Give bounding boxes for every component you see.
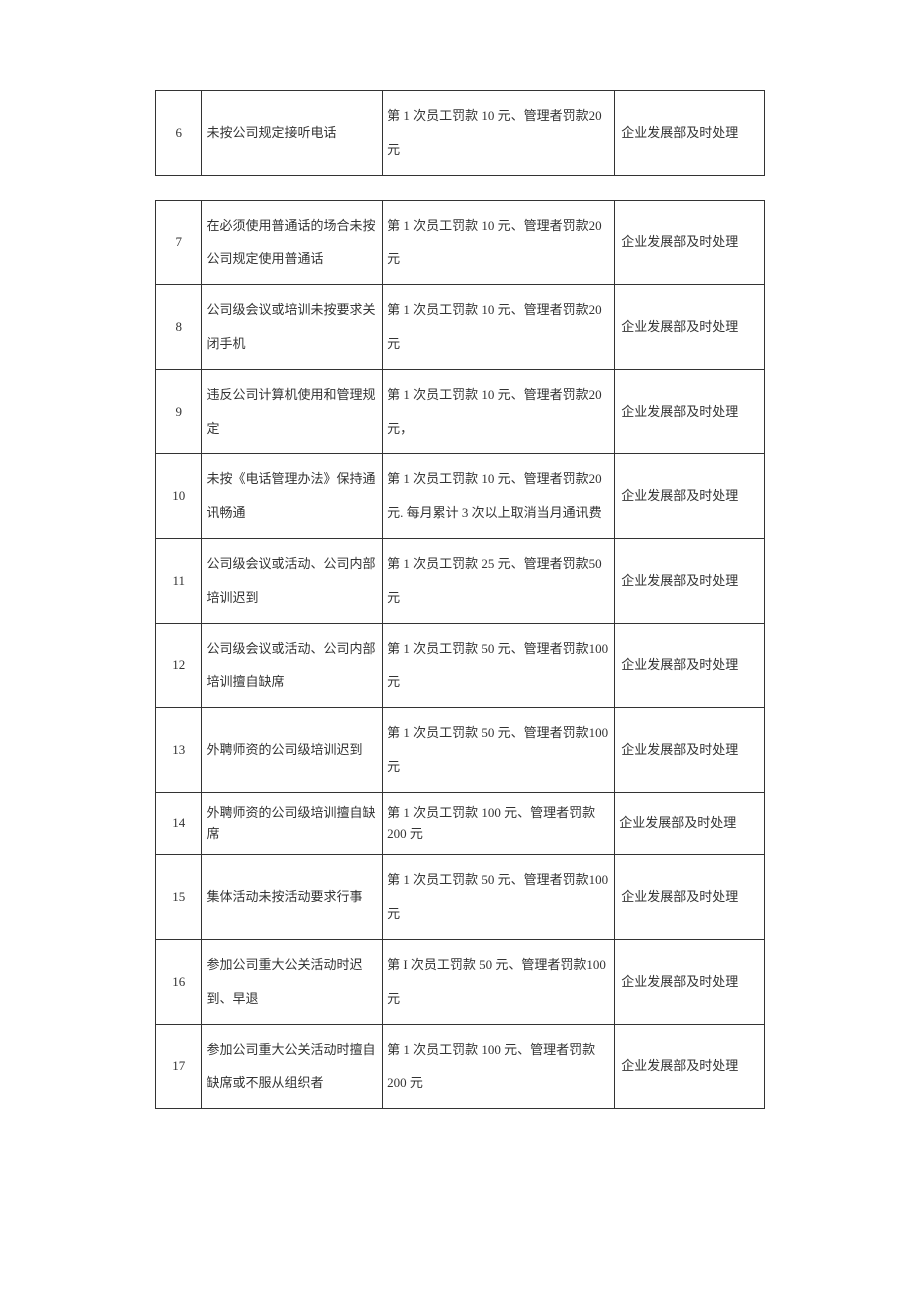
row-department: 企业发展部及时处理 — [615, 369, 765, 454]
row-department: 企业发展部及时处理 — [615, 792, 765, 855]
row-department: 企业发展部及时处理 — [615, 200, 765, 285]
row-description: 公司级会议或培训未按要求关闭手机 — [202, 285, 383, 370]
row-penalty: 第 I 次员工罚款 50 元、管理者罚款100 元 — [383, 939, 615, 1024]
row-number: 12 — [156, 623, 202, 708]
row-description: 公司级会议或活动、公司内部培训迟到 — [202, 538, 383, 623]
row-number: 10 — [156, 454, 202, 539]
row-penalty: 第 1 次员工罚款 100 元、管理者罚款200 元 — [383, 1024, 615, 1109]
row-number: 16 — [156, 939, 202, 1024]
table-row: 9违反公司计算机使用和管理规定第 1 次员工罚款 10 元、管理者罚款20 元，… — [156, 369, 765, 454]
row-number: 8 — [156, 285, 202, 370]
row-department: 企业发展部及时处理 — [615, 91, 765, 176]
table-row: 17参加公司重大公关活动时擅自缺席或不服从组织者第 1 次员工罚款 100 元、… — [156, 1024, 765, 1109]
row-penalty: 第 1 次员工罚款 25 元、管理者罚款50 元 — [383, 538, 615, 623]
row-department: 企业发展部及时处理 — [615, 454, 765, 539]
row-number: 6 — [156, 91, 202, 176]
row-description: 集体活动未按活动要求行事 — [202, 855, 383, 940]
table-row: 15集体活动未按活动要求行事第 1 次员工罚款 50 元、管理者罚款100 元企… — [156, 855, 765, 940]
table-separator — [155, 176, 765, 200]
table-row: 13外聘师资的公司级培训迟到第 1 次员工罚款 50 元、管理者罚款100 元企… — [156, 708, 765, 793]
row-penalty: 第 1 次员工罚款 100 元、管理者罚款200 元 — [383, 792, 615, 855]
row-department: 企业发展部及时处理 — [615, 939, 765, 1024]
row-number: 9 — [156, 369, 202, 454]
row-description: 外聘师资的公司级培训擅自缺席 — [202, 792, 383, 855]
row-description: 未按公司规定接听电话 — [202, 91, 383, 176]
row-penalty: 第 1 次员工罚款 10 元、管理者罚款20 元. 每月累计 3 次以上取消当月… — [383, 454, 615, 539]
row-department: 企业发展部及时处理 — [615, 285, 765, 370]
table-row: 7在必须使用普通话的场合未按公司规定使用普通话第 1 次员工罚款 10 元、管理… — [156, 200, 765, 285]
row-description: 在必须使用普通话的场合未按公司规定使用普通话 — [202, 200, 383, 285]
row-penalty: 第 1 次员工罚款 50 元、管理者罚款100 元 — [383, 708, 615, 793]
row-description: 未按《电话管理办法》保持通讯畅通 — [202, 454, 383, 539]
row-number: 11 — [156, 538, 202, 623]
table-row: 8公司级会议或培训未按要求关闭手机第 1 次员工罚款 10 元、管理者罚款20 … — [156, 285, 765, 370]
row-department: 企业发展部及时处理 — [615, 1024, 765, 1109]
row-number: 17 — [156, 1024, 202, 1109]
table-row: 12公司级会议或活动、公司内部培训擅自缺席第 1 次员工罚款 50 元、管理者罚… — [156, 623, 765, 708]
row-number: 15 — [156, 855, 202, 940]
row-department: 企业发展部及时处理 — [615, 708, 765, 793]
table-row: 11公司级会议或活动、公司内部培训迟到第 1 次员工罚款 25 元、管理者罚款5… — [156, 538, 765, 623]
table-row: 10未按《电话管理办法》保持通讯畅通第 1 次员工罚款 10 元、管理者罚款20… — [156, 454, 765, 539]
penalty-table-1: 6未按公司规定接听电话第 1 次员工罚款 10 元、管理者罚款20 元企业发展部… — [155, 90, 765, 176]
row-penalty: 第 1 次员工罚款 10 元、管理者罚款20 元 — [383, 200, 615, 285]
row-penalty: 第 1 次员工罚款 10 元、管理者罚款20 元， — [383, 369, 615, 454]
row-department: 企业发展部及时处理 — [615, 538, 765, 623]
table-row: 6未按公司规定接听电话第 1 次员工罚款 10 元、管理者罚款20 元企业发展部… — [156, 91, 765, 176]
table-row: 14外聘师资的公司级培训擅自缺席第 1 次员工罚款 100 元、管理者罚款200… — [156, 792, 765, 855]
row-description: 参加公司重大公关活动时擅自缺席或不服从组织者 — [202, 1024, 383, 1109]
row-penalty: 第 1 次员工罚款 50 元、管理者罚款100 元 — [383, 623, 615, 708]
row-number: 13 — [156, 708, 202, 793]
row-department: 企业发展部及时处理 — [615, 855, 765, 940]
table-row: 16参加公司重大公关活动时迟到、早退第 I 次员工罚款 50 元、管理者罚款10… — [156, 939, 765, 1024]
row-number: 14 — [156, 792, 202, 855]
penalty-table-2: 7在必须使用普通话的场合未按公司规定使用普通话第 1 次员工罚款 10 元、管理… — [155, 200, 765, 1110]
row-description: 外聘师资的公司级培训迟到 — [202, 708, 383, 793]
row-description: 参加公司重大公关活动时迟到、早退 — [202, 939, 383, 1024]
row-department: 企业发展部及时处理 — [615, 623, 765, 708]
row-description: 公司级会议或活动、公司内部培训擅自缺席 — [202, 623, 383, 708]
row-penalty: 第 1 次员工罚款 50 元、管理者罚款100 元 — [383, 855, 615, 940]
row-description: 违反公司计算机使用和管理规定 — [202, 369, 383, 454]
row-penalty: 第 1 次员工罚款 10 元、管理者罚款20 元 — [383, 285, 615, 370]
row-number: 7 — [156, 200, 202, 285]
row-penalty: 第 1 次员工罚款 10 元、管理者罚款20 元 — [383, 91, 615, 176]
